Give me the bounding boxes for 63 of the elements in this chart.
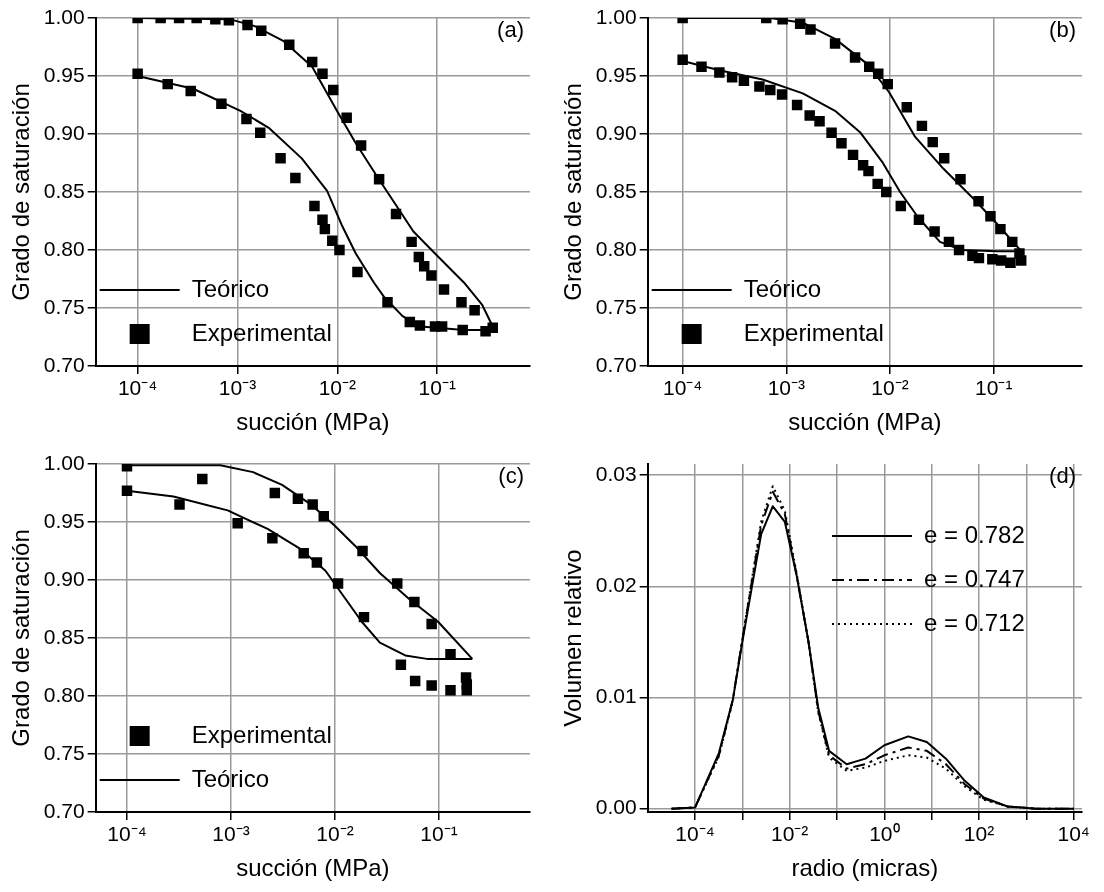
x-tick-label: 10⁻¹ — [975, 376, 1013, 400]
x-tick-label: 10² — [963, 822, 995, 846]
x-tick-label: 10⁻¹ — [420, 822, 458, 846]
y-tick-label: 0.70 — [43, 352, 85, 376]
y-tick-label: 0.90 — [43, 566, 85, 590]
y-tick-label: 0.70 — [595, 352, 637, 376]
y-axis-title: Grado de saturación — [559, 83, 587, 301]
x-tick-label: 10⁻⁴ — [662, 376, 703, 400]
y-tick-label: 0.75 — [43, 740, 85, 764]
legend-label: Experimental — [191, 720, 332, 748]
y-tick-label: 0.75 — [595, 294, 637, 318]
x-tick-label: 10⁻² — [871, 376, 909, 400]
x-tick-label: 10⁻² — [770, 822, 809, 846]
legend-label: e = 0.712 — [924, 608, 1025, 636]
legend-label: e = 0.747 — [924, 564, 1025, 592]
y-axis-title: Volumen relativo — [559, 549, 587, 727]
x-axis-title: succión (MPa) — [236, 854, 390, 882]
legend-label: e = 0.782 — [924, 520, 1025, 548]
y-tick-label: 1.00 — [595, 4, 637, 28]
y-tick-label: 0.95 — [43, 62, 85, 86]
legend-label: Experimental — [743, 318, 884, 346]
legend-label: Teórico — [191, 764, 270, 792]
x-tick-label: 10⁻³ — [212, 822, 250, 846]
y-tick-label: 0.90 — [43, 120, 85, 144]
x-tick-label: 10⁻⁴ — [117, 376, 158, 400]
legend-label: Teórico — [743, 274, 822, 302]
x-axis-title: radio (micras) — [791, 854, 939, 882]
y-tick-label: 0.90 — [595, 120, 637, 144]
y-tick-label: 0.00 — [595, 795, 637, 819]
x-tick-label: 10⁻⁴ — [107, 822, 147, 846]
y-tick-label: 0.95 — [43, 508, 85, 532]
y-tick-label: 0.85 — [595, 178, 637, 202]
x-tick-label: 10⁻⁴ — [675, 822, 715, 846]
x-tick-label: 10⁻³ — [218, 376, 257, 400]
y-tick-label: 0.02 — [595, 573, 637, 597]
y-tick-label: 0.80 — [43, 682, 85, 706]
legend-label: Experimental — [191, 318, 332, 346]
y-tick-label: 0.80 — [43, 236, 85, 260]
x-tick-label: 10⁻¹ — [418, 376, 456, 400]
y-tick-label: 0.80 — [595, 236, 637, 260]
x-tick-label: 10⁻² — [316, 822, 354, 846]
y-axis-title: Grado de saturación — [7, 529, 35, 747]
y-tick-label: 0.85 — [43, 624, 85, 648]
annotation: (a) — [497, 17, 524, 43]
y-tick-label: 0.85 — [43, 178, 85, 202]
x-tick-label: 10⁻³ — [767, 376, 806, 400]
y-tick-label: 0.75 — [43, 294, 85, 318]
annotation: (d) — [1049, 463, 1076, 489]
y-tick-label: 0.03 — [595, 461, 637, 485]
y-tick-label: 0.95 — [595, 62, 637, 86]
x-axis-title: succión (MPa) — [236, 408, 390, 436]
y-tick-label: 0.70 — [43, 798, 85, 822]
y-tick-label: 1.00 — [43, 4, 85, 28]
y-axis-title: Grado de saturación — [7, 83, 35, 301]
y-tick-label: 0.01 — [595, 684, 637, 708]
x-axis-title: succión (MPa) — [788, 408, 942, 436]
x-tick-label: 10⁴ — [1057, 822, 1090, 846]
y-tick-label: 1.00 — [43, 450, 85, 474]
legend-label: Teórico — [191, 274, 270, 302]
annotation: (b) — [1049, 17, 1076, 43]
annotation: (c) — [498, 463, 524, 489]
x-tick-label: 10⁻² — [318, 376, 357, 400]
x-tick-label: 10⁰ — [869, 822, 900, 846]
